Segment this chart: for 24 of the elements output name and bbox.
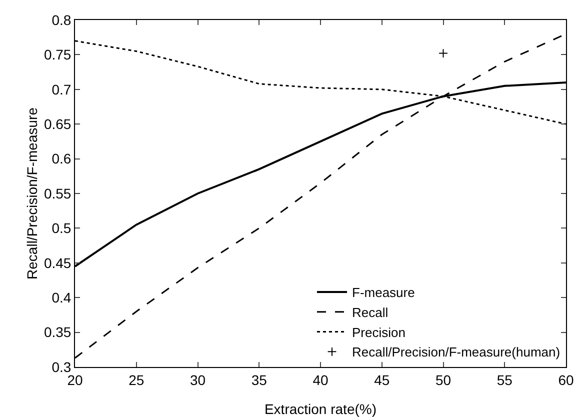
x-tick-label: 35 <box>251 372 268 388</box>
y-tick-label: 0.55 <box>44 185 72 202</box>
y-tick-label: 0.6 <box>52 150 72 167</box>
legend-label: Recall/Precision/F-measure(human) <box>352 344 560 360</box>
y-tick-label: 0.75 <box>44 46 72 63</box>
y-tick-label: 0.7 <box>52 81 72 98</box>
y-tick-label: 0.45 <box>44 254 72 271</box>
x-axis-title: Extraction rate(%) <box>264 401 377 417</box>
x-tick-label: 50 <box>435 372 452 388</box>
x-tick-label: 55 <box>496 372 513 388</box>
x-tick-label: 45 <box>374 372 390 388</box>
legend-label: Precision <box>352 324 406 340</box>
x-tick-label: 60 <box>558 372 574 388</box>
x-tick-label: 40 <box>312 372 328 388</box>
y-tick-label: 0.65 <box>44 116 72 132</box>
legend-label: Recall <box>352 304 388 320</box>
y-axis-title: Recall/Precision/F-measure <box>24 107 40 280</box>
legend-label: F-measure <box>352 285 415 300</box>
y-tick-label: 0.35 <box>44 324 72 340</box>
x-tick-label: 25 <box>128 372 144 388</box>
y-tick-label: 0.5 <box>52 220 72 236</box>
x-tick-label: 30 <box>190 372 206 388</box>
y-tick-label: 0.8 <box>52 12 72 28</box>
y-tick-label: 0.4 <box>52 290 72 306</box>
